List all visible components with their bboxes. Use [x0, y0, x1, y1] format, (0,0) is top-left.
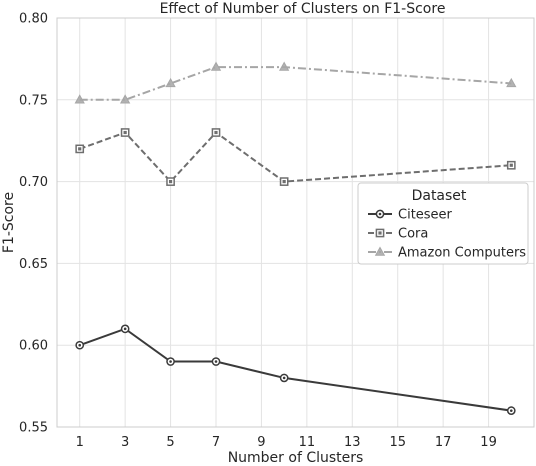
legend: Dataset Citeseer Cora Amazon Computers [357, 182, 529, 265]
y-tick-label: 0.65 [19, 257, 48, 272]
data-point-center [78, 147, 82, 151]
y-tick-label: 0.60 [19, 339, 48, 354]
data-point [278, 61, 290, 71]
data-point [210, 61, 222, 71]
legend-label: Amazon Computers [398, 246, 526, 261]
legend-marker [374, 246, 386, 256]
y-ticks: 0.55 0.60 0.65 0.70 0.75 0.80 [19, 12, 48, 436]
data-point-center [214, 130, 218, 135]
data-point-center [168, 180, 173, 184]
data-point [119, 94, 131, 104]
x-tick-label: 7 [212, 435, 220, 450]
legend-marker-center [378, 212, 382, 216]
legend-title: Dataset [412, 188, 467, 204]
x-tick-label: 11 [299, 435, 316, 450]
legend-box [357, 182, 529, 265]
data-point-center [78, 343, 82, 347]
series-cora [75, 128, 516, 186]
data-point-center [282, 376, 286, 380]
legend-item: Amazon Computers [368, 246, 526, 261]
x-tick-label: 15 [389, 435, 406, 450]
y-tick-label: 0.80 [19, 12, 48, 27]
data-point [506, 77, 517, 88]
data-point [74, 94, 85, 104]
plot-frame [56, 17, 535, 428]
data-point-center [509, 163, 513, 167]
x-tick-label: 1 [76, 435, 84, 450]
legend-item: Cora [368, 227, 428, 242]
data-point-center [123, 130, 127, 135]
data-point-center [123, 327, 127, 331]
series-line [79, 66, 512, 101]
data-point-center [509, 409, 513, 412]
data-point-center [214, 360, 218, 363]
legend-item: Citeseer [368, 208, 453, 223]
legend-label: Cora [398, 227, 428, 242]
y-tick-label: 0.70 [19, 175, 48, 190]
legend-label: Citeseer [398, 208, 453, 223]
data-point [165, 77, 176, 88]
series-amazon-computers [74, 61, 517, 104]
y-axis-label: F1-Score [1, 192, 17, 253]
data-point-center [282, 180, 286, 184]
series-line [79, 131, 512, 184]
series-line [79, 327, 512, 412]
series-citeseer [75, 324, 516, 415]
x-tick-label: 19 [480, 435, 497, 450]
x-tick-label: 13 [344, 435, 361, 450]
legend-items: Citeseer Cora Amazon Computers [368, 208, 526, 261]
x-tick-label: 9 [257, 435, 265, 450]
x-tick-label: 5 [166, 435, 174, 450]
series-layer [74, 61, 517, 415]
legend-marker-center [378, 231, 382, 235]
y-tick-label: 0.55 [19, 421, 48, 436]
x-ticks: 1 3 5 7 9 11 13 15 17 19 [76, 435, 497, 450]
chart-title: Effect of Number of Clusters on F1-Score [160, 1, 446, 17]
x-tick-label: 17 [435, 435, 452, 450]
data-point-center [169, 360, 172, 363]
x-axis-label: Number of Clusters [228, 450, 364, 466]
x-tick-label: 3 [121, 435, 129, 450]
y-tick-label: 0.75 [19, 93, 48, 108]
